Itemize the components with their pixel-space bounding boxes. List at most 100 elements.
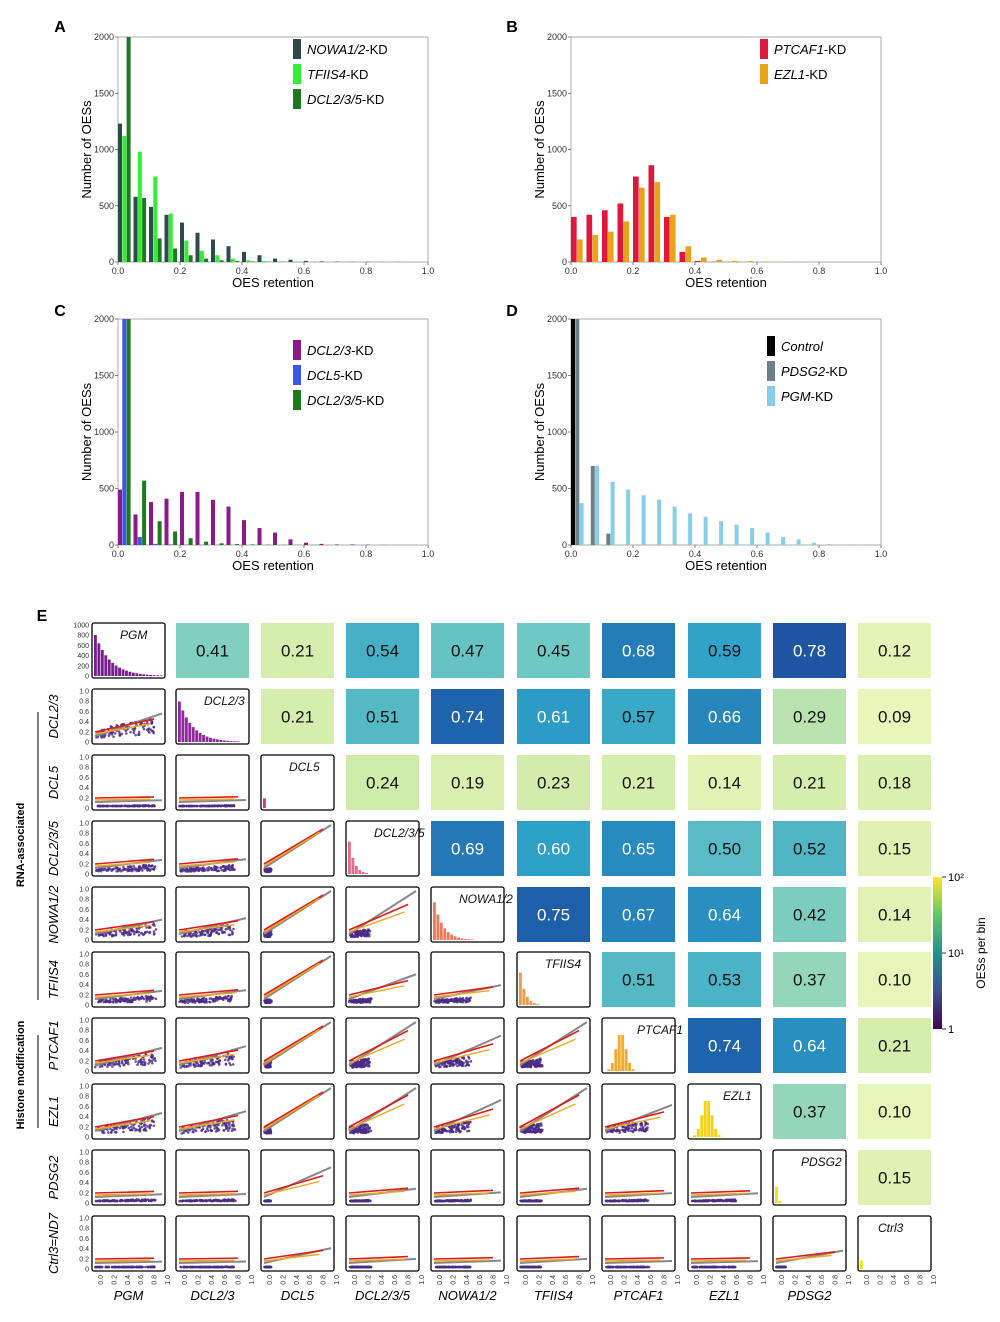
correlation-value: 0.09 (878, 708, 911, 727)
scatter-point (149, 1199, 152, 1202)
bar-tfiis4 (246, 260, 251, 262)
scatter-plot: 0.0 0.2 0.4 0.6 0.8 1.0 (260, 1215, 341, 1285)
scatter-point (182, 804, 186, 808)
scatter-point (129, 1125, 133, 1129)
legend-swatch (293, 390, 301, 410)
scatter-point (102, 735, 106, 739)
scatter-point (110, 733, 114, 736)
scatter-point (183, 1265, 187, 1269)
y-tick-label: 0.8 (79, 699, 89, 706)
plot-box (260, 1149, 335, 1206)
scatter-point (184, 1199, 188, 1202)
scatter-point (107, 1265, 110, 1269)
correlation-value: 0.37 (793, 1103, 826, 1122)
scatter-plot (516, 1149, 591, 1206)
correlation-value: 0.53 (708, 971, 741, 990)
correlation-cell: 0.24 (346, 755, 419, 810)
scatter-plot (175, 820, 250, 877)
correlation-tile (517, 887, 590, 942)
regression-line-orange (348, 911, 405, 933)
scatter-point (368, 1000, 372, 1003)
histogram-bar (219, 739, 223, 742)
scatter-point (366, 1064, 369, 1068)
scatter-point (190, 867, 194, 871)
bar-dcl2-3-5 (204, 258, 209, 262)
scatter-point (230, 1129, 234, 1133)
legend-series-name: TFIIS4 (307, 67, 346, 82)
y-tick-label: 0.8 (79, 1094, 89, 1101)
plot-box (430, 886, 505, 943)
histogram-bar (114, 665, 118, 676)
scatter-point (208, 933, 212, 937)
bar-pgm (641, 495, 646, 545)
y-tick-label: 0.4 (79, 1180, 89, 1187)
scatter-point (129, 933, 132, 936)
scatter-point (461, 1127, 464, 1130)
bar-pgm (657, 499, 662, 545)
correlation-tile (431, 689, 504, 744)
scatter-point (635, 1199, 639, 1203)
regression-line-orange (178, 861, 235, 867)
regression-line-orange (348, 985, 405, 998)
legend-series-name: PTCAF1 (774, 42, 824, 57)
scatter-plot: 1.00.80.60.40.20 (79, 754, 166, 813)
scatter-point (139, 1062, 143, 1066)
scatter-point (129, 1199, 133, 1203)
scatter-point (185, 1065, 188, 1068)
scatter-point (139, 932, 143, 935)
scatter-point (193, 1065, 197, 1068)
bar-tfiis4 (153, 176, 158, 262)
scatter-point (629, 1124, 632, 1127)
regression-line-red (348, 903, 409, 931)
scatter-point (442, 1065, 446, 1068)
scatter-point (104, 733, 107, 736)
bar-dcl2-3 (133, 514, 138, 545)
scatter-point (109, 997, 112, 1001)
scatter-point (624, 1126, 627, 1129)
scatter-point (198, 930, 201, 934)
scatter-point (449, 1128, 453, 1132)
scatter-plot (175, 1017, 250, 1074)
regression-line-orange (263, 1028, 320, 1064)
y-tick-label: 0.4 (79, 1246, 89, 1253)
x-axis-label: OES retention (685, 558, 767, 573)
histogram-bar (121, 669, 125, 676)
histogram-bar (529, 1000, 533, 1005)
x-tick-label: 0.2 (627, 549, 640, 559)
correlation-value: 0.21 (878, 1037, 911, 1056)
scatter-point (444, 998, 448, 1001)
scatter-point (116, 999, 119, 1002)
scatter-point (149, 1265, 153, 1269)
scatter-point (201, 1199, 205, 1203)
correlation-cell: 0.65 (602, 821, 675, 876)
bar-nowa1-2 (118, 123, 123, 262)
scatter-point (223, 1199, 227, 1203)
legend-entry: EZL1-KD (774, 67, 827, 82)
histogram-bar (696, 1128, 700, 1137)
scatter-point (218, 1059, 222, 1063)
scatter-point (533, 1130, 537, 1133)
scatter-point (355, 1065, 358, 1069)
scatter-point (436, 1130, 440, 1134)
correlation-cell: 0.15 (858, 821, 931, 876)
scatter-point (109, 1127, 112, 1131)
x-tick-label: 0.4 (236, 266, 249, 276)
scatter-point (265, 1199, 268, 1203)
y-tick-label: 0.8 (79, 962, 89, 969)
y-tick-label: 800 (77, 633, 89, 640)
scatter-point (106, 804, 109, 808)
histogram-bar (464, 938, 467, 940)
correlation-tile (858, 1018, 931, 1073)
scatter-point (117, 730, 121, 733)
scatter-point (114, 1060, 118, 1064)
histogram-bar (348, 841, 351, 874)
scatter-point (144, 1124, 147, 1127)
bar-dcl2-3 (319, 543, 324, 545)
diagonal-histogram: PDSG2 (772, 1149, 847, 1206)
bar-control (571, 319, 576, 545)
scatter-plot (687, 1149, 762, 1206)
scatter-point (352, 935, 355, 938)
scatter-point (207, 868, 211, 872)
scatter-point (538, 1060, 542, 1064)
